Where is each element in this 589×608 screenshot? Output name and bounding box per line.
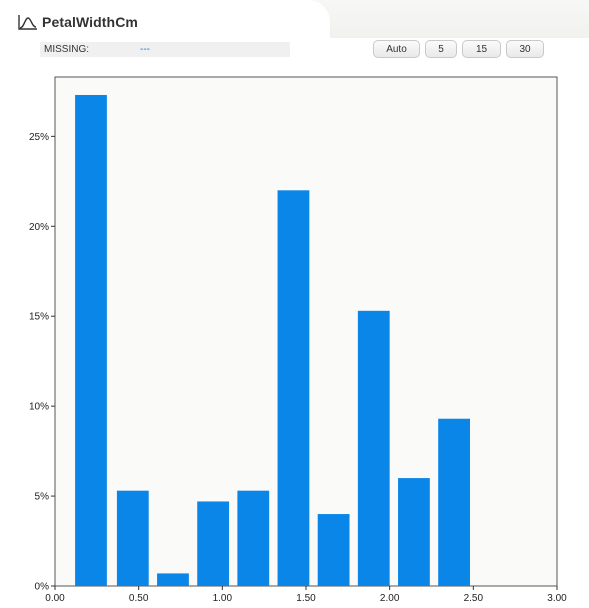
- y-tick-label: 5%: [35, 492, 50, 503]
- x-tick-label: 3.00: [547, 593, 567, 604]
- histogram-bar-5: [277, 190, 310, 586]
- x-tick-label: 2.50: [464, 593, 484, 604]
- histogram-bar-8: [398, 478, 430, 586]
- x-tick-label: 1.00: [213, 593, 233, 604]
- y-tick-label: 20%: [29, 222, 49, 233]
- y-tick-label: 25%: [29, 132, 49, 143]
- histogram-bar-2: [157, 573, 189, 586]
- x-tick-label: 1.50: [296, 593, 316, 604]
- y-tick-label: 10%: [29, 402, 49, 413]
- histogram-bar-1: [116, 490, 149, 586]
- missing-label: MISSING:: [44, 44, 90, 55]
- histogram-bar-0: [75, 94, 107, 586]
- histogram-bar-6: [317, 514, 350, 586]
- missing-row: MISSING: ---: [40, 42, 290, 57]
- y-tick-label: 0%: [35, 582, 50, 593]
- bins-5-button[interactable]: 5: [425, 40, 457, 58]
- x-tick-label: 2.00: [380, 593, 400, 604]
- missing-value: ---: [140, 44, 150, 55]
- page-title: PetalWidthCm: [42, 14, 138, 30]
- bins-auto-button[interactable]: Auto: [373, 40, 420, 58]
- x-tick-label: 0.50: [129, 593, 149, 604]
- bins-15-button[interactable]: 15: [462, 40, 501, 58]
- y-tick-label: 15%: [29, 312, 49, 323]
- histogram-bar-7: [357, 310, 390, 586]
- histogram-bar-4: [237, 490, 270, 586]
- bins-30-button[interactable]: 30: [506, 40, 544, 58]
- x-tick-label: 0.00: [45, 593, 65, 604]
- distribution-icon: [18, 15, 37, 30]
- title-tab: [0, 0, 330, 38]
- histogram-bar-3: [197, 501, 230, 586]
- histogram-bar-9: [438, 418, 470, 586]
